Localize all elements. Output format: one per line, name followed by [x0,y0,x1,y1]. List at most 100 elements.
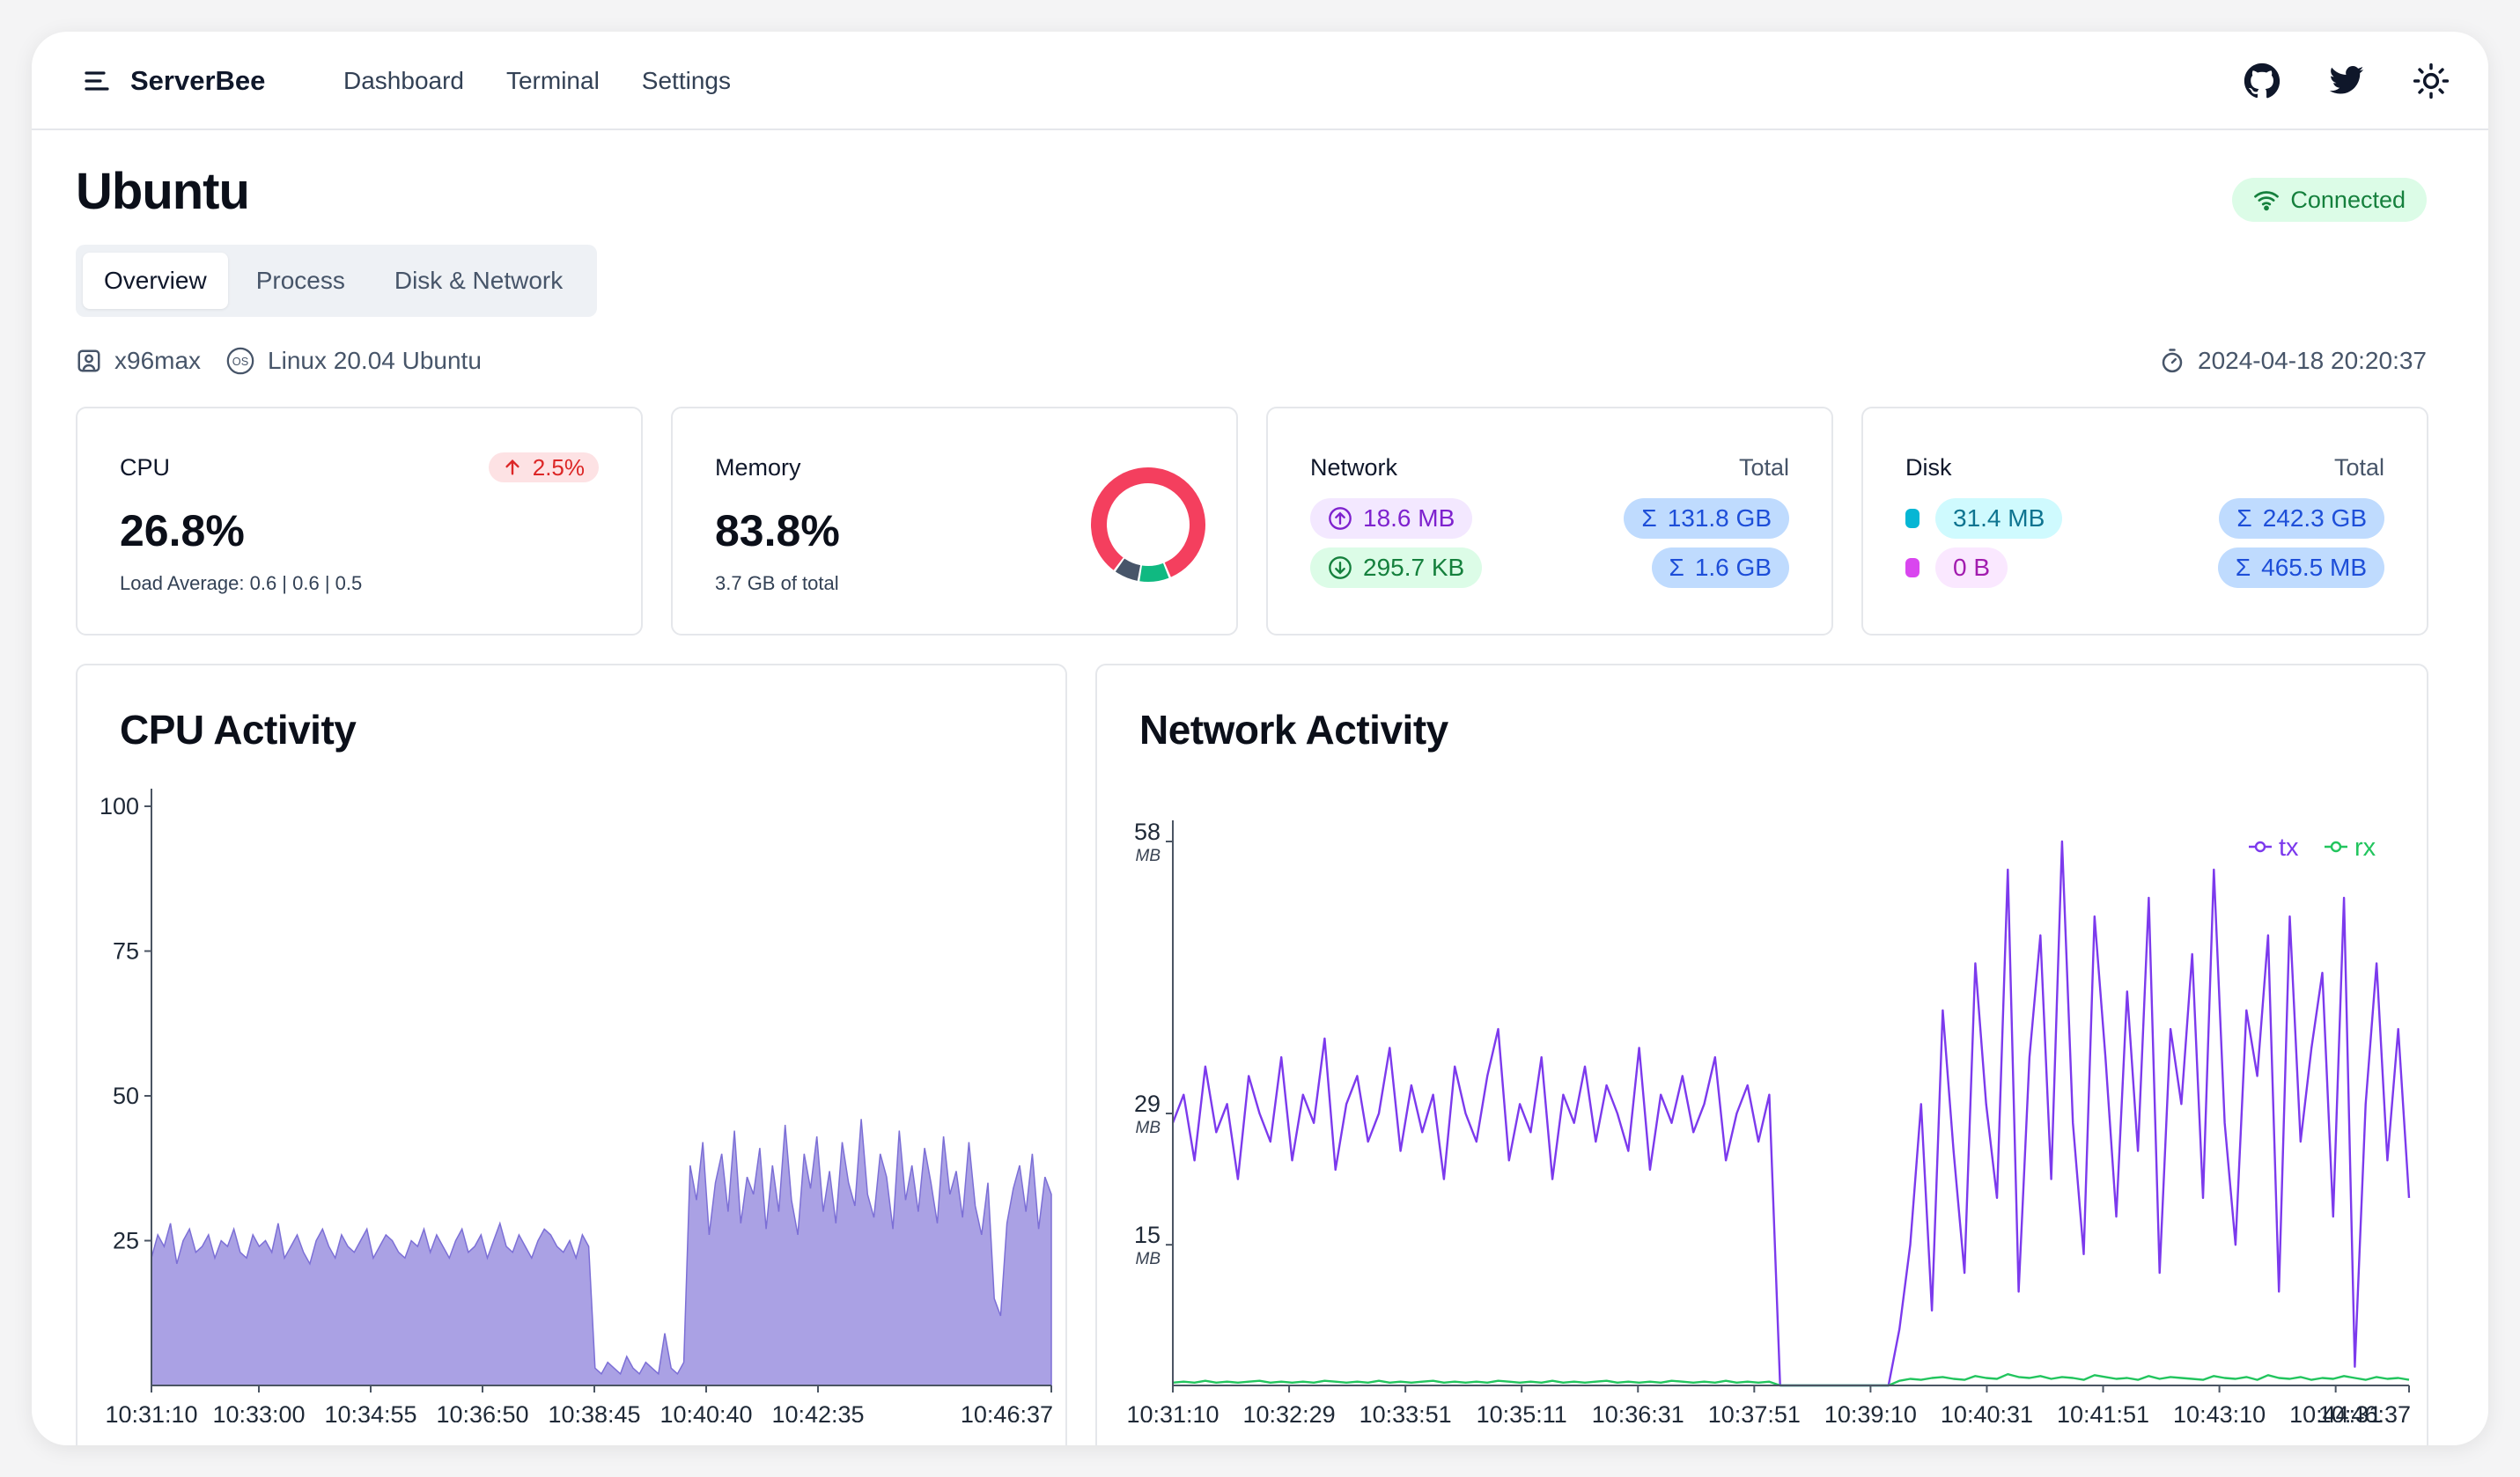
memory-other-slice [1115,558,1141,581]
disk-total-label: Total [2333,454,2384,481]
x-tick-label: 10:46:37 [961,1401,1053,1422]
disk-read-dot [1905,509,1919,528]
host-info: x96max OS Linux 20.04 Ubuntu [76,342,482,380]
legend-marker-rx [2330,841,2342,853]
x-tick-label: 10:41:51 [2057,1401,2149,1422]
y-tick-label: 75 [113,938,139,965]
status-badge: Connected [2232,178,2427,222]
memory-label: Memory [715,454,801,481]
cpu-change-badge: 2.5% [488,452,599,482]
y-tick-label: 100 [99,793,139,819]
tab-process[interactable]: Process [255,267,345,294]
x-tick-label: 10:43:10 [2173,1401,2266,1422]
app-window: ServerBee Dashboard Terminal Settings Ub… [32,32,2488,1445]
x-tick-label: 10:42:35 [771,1401,864,1422]
disk-total-write: 465.5 MB [2261,554,2367,581]
nav-settings[interactable]: Settings [641,67,731,94]
x-tick-label: 10:44:31 [2289,1401,2382,1422]
y-tick-label: 29 [1134,1091,1161,1117]
legend-label-tx[interactable]: tx [2279,834,2299,862]
download-circle-icon [1329,556,1352,579]
y-unit-label: MB [1136,847,1161,865]
os-icon: OS [226,347,254,375]
x-tick-label: 10:40:31 [1941,1401,2033,1422]
x-tick-label: 10:38:45 [548,1401,640,1422]
network-total-up-badge: Σ 131.8 GB [1624,498,1789,539]
x-tick-label: 10:36:31 [1592,1401,1684,1422]
disk-total-read-badge: Σ 242.3 GB [2219,498,2384,539]
cpu-label: CPU [120,454,171,481]
sigma-icon: Σ [2236,504,2252,532]
x-tick-label: 10:33:00 [212,1401,305,1422]
disk-read: 31.4 MB [1953,504,2045,532]
sun-icon[interactable] [2411,61,2451,101]
brand-name[interactable]: ServerBee [130,65,266,96]
network-download: 295.7 KB [1363,554,1465,581]
memory-used-slice [1091,467,1205,577]
sigma-icon: Σ [1641,504,1657,532]
cpu-area-series [151,1119,1052,1386]
network-label: Network [1310,454,1398,481]
tab-overview[interactable]: Overview [83,253,228,309]
top-icons [2242,55,2451,107]
network-total-up: 131.8 GB [1667,504,1772,532]
top-navbar: ServerBee Dashboard Terminal Settings [32,32,2488,130]
user-square-icon [77,349,100,372]
disk-read-badge: 31.4 MB [1935,498,2063,539]
nav-dashboard[interactable]: Dashboard [343,67,464,94]
disk-card: Disk Total 31.4 MB 0 B Σ 242.3 GB Σ 465.… [1861,407,2428,636]
nav-terminal[interactable]: Terminal [505,67,600,94]
x-tick-label: 10:36:50 [436,1401,528,1422]
y-tick-label: 15 [1134,1222,1161,1248]
network-card: Network Total 18.6 MB 295.7 KB Σ 131.8 G… [1266,407,1833,636]
series-line-tx [1171,840,2411,1387]
os-name: Linux 20.04 Ubuntu [268,347,482,374]
network-activity-title: Network Activity [1139,707,1448,753]
wifi-icon [2254,191,2280,211]
y-tick-label: 25 [113,1228,139,1254]
network-activity-chart: 15 MB 29 MB 58 MB 10:31:10 10:32:29 10:33:51 10:3… [1126,819,2411,1422]
y-unit-label: MB [1136,1250,1161,1268]
sigma-icon: Σ [1669,554,1684,581]
cpu-change: 2.5% [532,453,585,481]
timer-icon [2162,349,2183,373]
memory-cache-slice [1139,562,1169,582]
twitter-icon[interactable] [2326,61,2367,101]
memory-value: 83.8% [715,506,840,555]
memory-card: Memory 83.8% 3.7 GB of total [671,407,1238,636]
disk-label: Disk [1905,454,1952,481]
arrow-up-icon [505,459,519,475]
load-average: Load Average: 0.6 | 0.6 | 0.5 [120,572,363,594]
timestamp: 2024-04-18 20:20:37 [2198,347,2427,374]
page-title: Ubuntu [76,163,250,220]
x-tick-label: 10:31:10 [105,1401,197,1422]
main-nav: Dashboard Terminal Settings [343,58,731,104]
disk-write-badge: 0 B [1935,547,2008,588]
x-tick-label: 10:34:55 [324,1401,416,1422]
tab-disk-network[interactable]: Disk & Network [394,267,564,294]
brand: ServerBee [83,58,265,104]
svg-text:OS: OS [232,355,248,368]
x-tick-label: 10:35:11 [1477,1401,1567,1422]
network-total-label: Total [1738,454,1789,481]
x-tick-label: 10:46:37 [2318,1401,2411,1422]
hostname: x96max [114,347,202,374]
x-tick-label: 10:32:29 [1243,1401,1336,1422]
disk-total-read: 242.3 GB [2262,504,2367,532]
cpu-value: 26.8% [120,506,245,555]
legend-label-rx[interactable]: rx [2354,834,2376,862]
tab-list: Overview Process Disk & Network [76,245,597,317]
cpu-activity-card: CPU Activity 25 50 75 100 10:31:10 10:33:00 10… [76,664,1067,1445]
os-item: OS Linux 20.04 Ubuntu [225,346,482,376]
menu-icon[interactable] [83,67,111,95]
series-line-rx [1172,1373,2410,1387]
x-tick-label: 10:40:40 [659,1401,752,1422]
memory-donut-chart [1091,467,1205,582]
status-text: Connected [2290,186,2406,213]
legend-marker-tx [2254,841,2266,853]
x-tick-label: 10:39:10 [1824,1401,1917,1422]
x-tick-label: 10:37:51 [1708,1401,1801,1422]
host-item: x96max [76,347,201,375]
github-icon[interactable] [2242,61,2282,101]
network-upload: 18.6 MB [1363,504,1455,532]
